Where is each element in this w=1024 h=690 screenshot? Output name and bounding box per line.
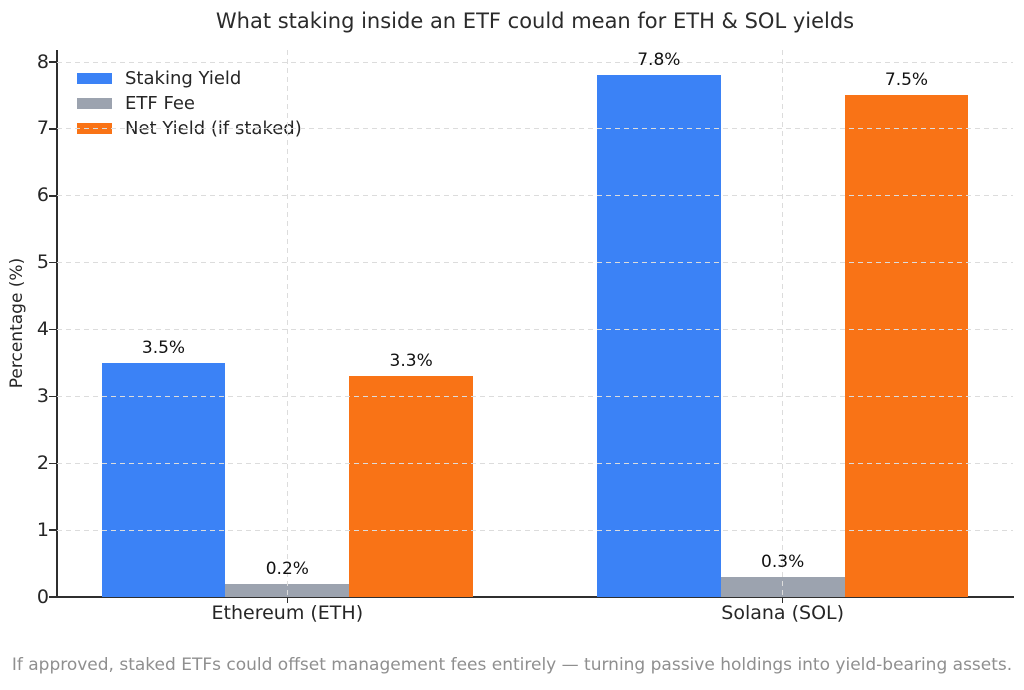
gridline-horizontal <box>57 262 1013 264</box>
legend-swatch-icon <box>77 73 112 84</box>
bar-value-label: 7.5% <box>884 70 929 91</box>
gridline-horizontal <box>57 128 1013 130</box>
x-axis-spine <box>56 596 1014 598</box>
y-axis-tick-label: 6 <box>36 184 49 207</box>
bar-value-label: 3.5% <box>141 337 186 358</box>
y-axis-tick <box>49 395 56 398</box>
bar-value-label: 0.2% <box>265 558 309 579</box>
x-axis-tick <box>781 597 784 603</box>
gridline-horizontal <box>57 395 1013 397</box>
y-axis-tick-label: 8 <box>36 50 49 73</box>
gridline-horizontal <box>57 61 1013 63</box>
footer-caption: If approved, staked ETFs could offset ma… <box>11 655 1013 675</box>
chart-title: What staking inside an ETF could mean fo… <box>215 9 855 33</box>
y-axis-tick <box>49 195 56 197</box>
y-axis-tick-label: 5 <box>36 251 49 274</box>
x-axis-tick-label: Ethereum (ETH) <box>211 602 364 624</box>
y-axis-tick <box>49 462 56 464</box>
y-axis-tick <box>49 596 56 598</box>
legend-item: ETF Fee <box>77 91 302 116</box>
bar <box>844 95 969 597</box>
gridline-vertical <box>782 50 784 597</box>
y-axis-tick-label: 3 <box>36 384 49 407</box>
y-axis-tick <box>49 529 56 531</box>
y-axis-tick-label: 7 <box>36 117 49 140</box>
bar <box>596 75 721 597</box>
y-axis-tick <box>49 61 56 63</box>
gridline-horizontal <box>57 529 1013 531</box>
y-axis-tick-label: 0 <box>36 585 49 608</box>
bar <box>101 362 226 597</box>
legend-label: ETF Fee <box>125 93 195 114</box>
bar <box>349 376 474 597</box>
gridline-horizontal <box>57 195 1013 197</box>
gridline-horizontal <box>57 329 1013 331</box>
legend: Staking Yield ETF Fee Net Yield (if staked… <box>77 66 302 141</box>
y-axis-tick-label: 2 <box>36 451 49 474</box>
x-axis-tick-label: Solana (SOL) <box>721 602 845 624</box>
y-axis-tick <box>49 128 56 130</box>
gridline-horizontal <box>57 462 1013 464</box>
y-axis-tick-label: 4 <box>36 318 49 341</box>
bar-value-label: 7.8% <box>637 50 681 71</box>
gridline-vertical <box>286 50 288 597</box>
bar-value-label: 0.3% <box>761 551 805 572</box>
y-axis-spine <box>56 50 58 597</box>
legend-swatch-icon <box>77 98 112 109</box>
bar-value-label: 3.3% <box>389 351 433 372</box>
x-axis-tick <box>286 597 289 603</box>
y-axis-tick <box>49 328 56 331</box>
y-axis-tick <box>49 261 56 264</box>
legend-label: Staking Yield <box>125 68 242 89</box>
y-axis-tick-label: 1 <box>36 518 49 541</box>
legend-item: Staking Yield <box>77 66 302 91</box>
